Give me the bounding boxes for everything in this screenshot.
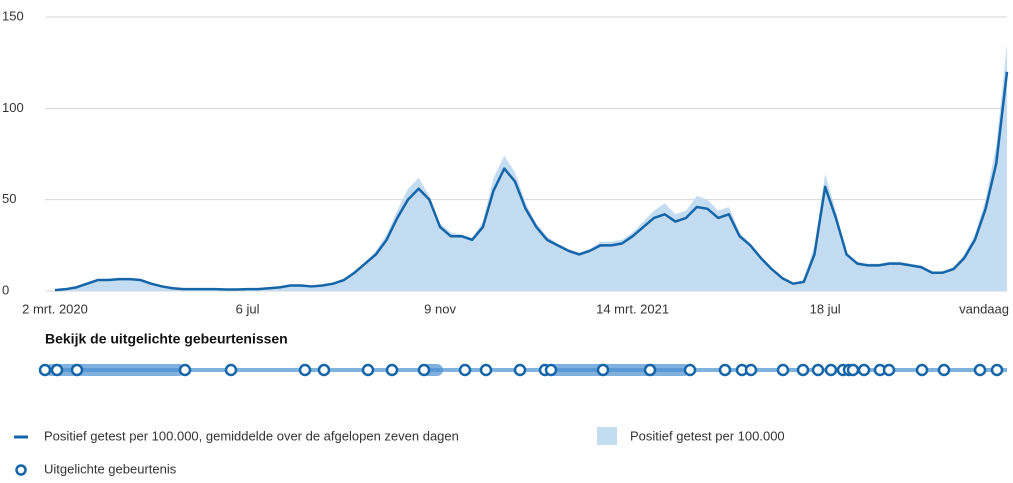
event-marker[interactable] (317, 363, 331, 377)
event-marker[interactable] (643, 363, 657, 377)
event-marker[interactable] (479, 363, 493, 377)
event-marker[interactable] (973, 363, 987, 377)
event-marker[interactable] (744, 363, 758, 377)
event-marker[interactable] (915, 363, 929, 377)
event-marker[interactable] (776, 363, 790, 377)
event-range[interactable] (545, 364, 690, 376)
legend-event-swatch (15, 464, 27, 476)
plot: 0 50 100 150 2 mrt. 2020 6 jul 9 nov 14 mrt. 20… (2, 8, 1009, 316)
event-marker[interactable] (683, 363, 697, 377)
events-title: Bekijk de uitgelichte gebeurtenissen (45, 331, 288, 347)
event-marker[interactable] (846, 363, 860, 377)
x-tick-label: 14 mrt. 2021 (596, 301, 669, 316)
event-marker[interactable] (38, 363, 52, 377)
event-marker[interactable] (990, 363, 1004, 377)
x-tick-label: vandaag (959, 301, 1009, 316)
x-tick-label: 18 jul (810, 301, 841, 316)
event-marker[interactable] (937, 363, 951, 377)
event-marker[interactable] (513, 363, 527, 377)
y-tick-label: 0 (2, 282, 9, 297)
event-marker[interactable] (70, 363, 84, 377)
x-tick-label: 9 nov (424, 301, 456, 316)
y-tick-label: 150 (2, 8, 24, 23)
legend-area-swatch (597, 427, 617, 445)
area (55, 44, 1007, 292)
event-marker[interactable] (596, 363, 610, 377)
event-marker[interactable] (458, 363, 472, 377)
event-marker[interactable] (417, 363, 431, 377)
event-marker[interactable] (50, 363, 64, 377)
legend-label: Positief getest per 100.000 (630, 428, 785, 443)
legend-label: Positief getest per 100.000, gemiddelde … (44, 428, 459, 443)
event-marker[interactable] (224, 363, 238, 377)
event-marker[interactable] (544, 363, 558, 377)
events (38, 363, 1004, 377)
event-marker[interactable] (857, 363, 871, 377)
event-marker[interactable] (298, 363, 312, 377)
event-marker[interactable] (178, 363, 192, 377)
event-marker[interactable] (385, 363, 399, 377)
y-tick-label: 50 (2, 191, 16, 206)
event-marker[interactable] (824, 363, 838, 377)
event-marker[interactable] (361, 363, 375, 377)
x-tick-label: 2 mrt. 2020 (22, 301, 88, 316)
y-tick-label: 100 (2, 100, 24, 115)
x-tick-label: 6 jul (236, 301, 260, 316)
line (54, 71, 1009, 292)
event-marker[interactable] (796, 363, 810, 377)
event-marker[interactable] (882, 363, 896, 377)
event-range[interactable] (45, 364, 185, 376)
event-marker[interactable] (718, 363, 732, 377)
event-marker[interactable] (811, 363, 825, 377)
legend-label: Uitgelichte gebeurtenis (44, 461, 177, 476)
